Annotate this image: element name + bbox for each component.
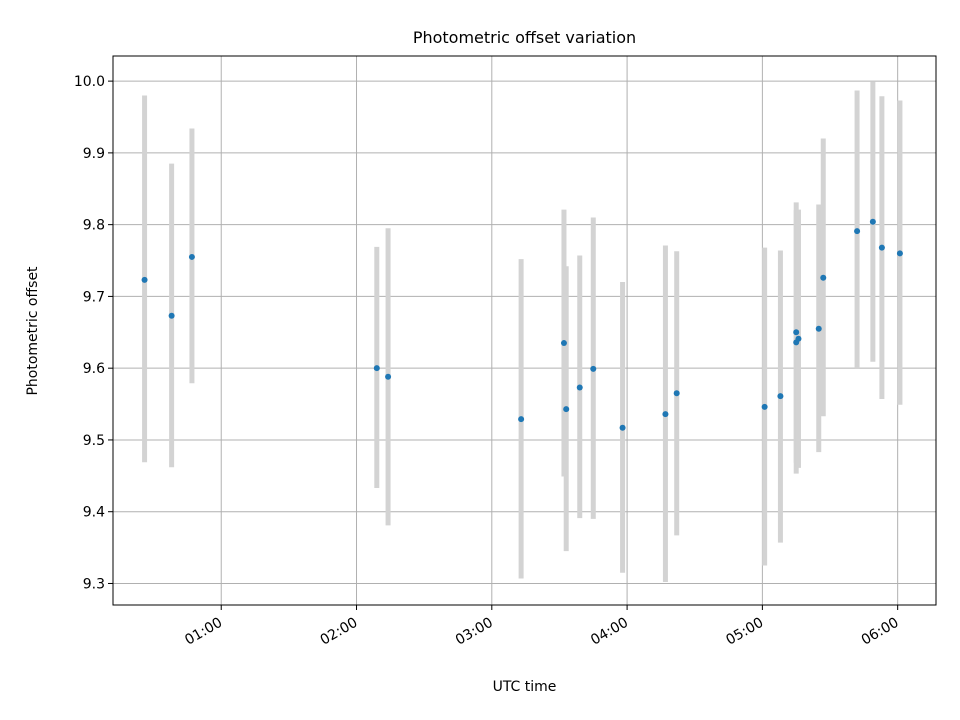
data-point (188, 253, 195, 260)
y-tick-label: 10.0 (74, 74, 105, 90)
data-point (777, 393, 784, 400)
y-tick-label: 9.7 (83, 289, 105, 305)
data-point (795, 335, 802, 342)
chart-title: Photometric offset variation (413, 28, 636, 47)
x-axis-label: UTC time (493, 679, 557, 695)
data-point (869, 218, 876, 225)
data-point (619, 424, 626, 431)
data-point (141, 276, 148, 283)
data-point (385, 373, 392, 380)
data-point (896, 250, 903, 257)
data-point (820, 274, 827, 281)
y-axis-label: Photometric offset (25, 266, 41, 396)
data-points (141, 218, 903, 431)
y-tick-label: 9.8 (83, 218, 105, 234)
y-tick-label: 9.4 (83, 505, 105, 521)
y-tick-label: 9.6 (83, 361, 105, 377)
data-point (560, 340, 567, 347)
data-point (761, 403, 768, 410)
y-tick-label: 9.3 (83, 576, 105, 592)
data-point (590, 365, 597, 372)
data-point (854, 228, 861, 235)
data-point (576, 384, 583, 391)
y-tick-label: 9.9 (83, 146, 105, 162)
plot-area (113, 56, 936, 605)
data-point (815, 325, 822, 332)
data-point (563, 406, 570, 413)
data-point (662, 411, 669, 418)
data-point (793, 329, 800, 336)
data-point (373, 365, 380, 372)
y-axis-ticks: 9.3 9.4 9.5 9.6 9.7 9.8 9.9 10.0 (74, 74, 113, 592)
plot-frame (112, 55, 937, 606)
data-point (673, 390, 680, 397)
y-tick-label: 9.5 (83, 433, 105, 449)
data-point (878, 244, 885, 251)
data-point (168, 312, 175, 319)
data-point (518, 416, 525, 423)
